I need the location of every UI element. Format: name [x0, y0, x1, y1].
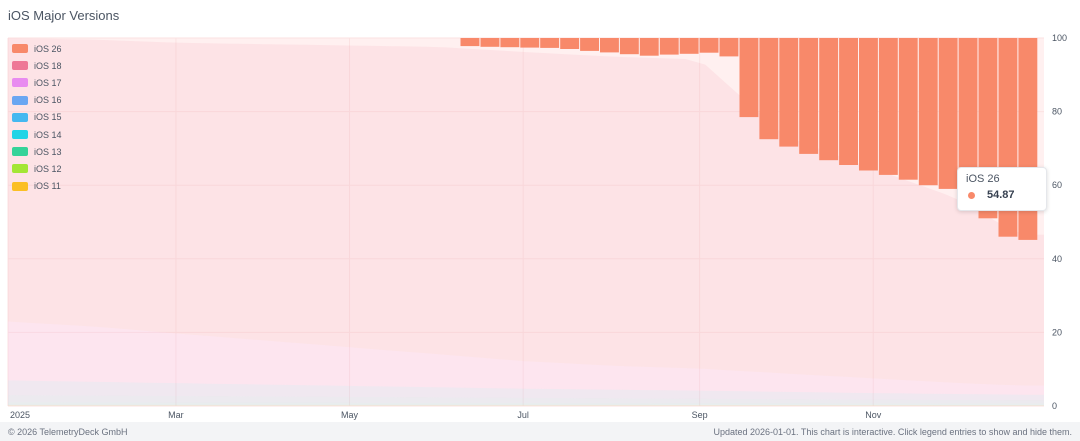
- bar-ios-26[interactable]: [520, 38, 540, 48]
- area-ios-16[interactable]: [8, 380, 1044, 401]
- legend-label: iOS 16: [34, 95, 62, 106]
- legend-label: iOS 26: [34, 43, 62, 54]
- legend-swatch: [12, 78, 28, 88]
- x-tick-label: May: [341, 410, 359, 420]
- tooltip-row: 54.87: [966, 189, 1038, 201]
- bar-ios-26[interactable]: [699, 38, 719, 53]
- x-tick-label: 2025: [10, 410, 30, 420]
- bar-ios-26[interactable]: [619, 38, 639, 55]
- bar-ios-26[interactable]: [540, 38, 560, 48]
- legend: iOS 26 iOS 18 iOS 17 iOS 16 iOS 15 iOS 14 iOS …: [12, 40, 62, 195]
- footer-copyright: © 2026 TelemetryDeck GmbH: [8, 427, 128, 437]
- legend-item-ios-13[interactable]: iOS 13: [12, 143, 62, 160]
- bar-ios-26[interactable]: [719, 38, 739, 57]
- bar-ios-26[interactable]: [938, 38, 958, 189]
- bar-ios-26[interactable]: [460, 38, 480, 47]
- tooltip: iOS 26 54.87: [957, 167, 1047, 211]
- bar-ios-26[interactable]: [659, 38, 679, 55]
- bar-ios-26[interactable]: [779, 38, 799, 147]
- y-axis: 0 20 40 60 80 100: [1052, 33, 1067, 411]
- bar-ios-26[interactable]: [859, 38, 878, 171]
- legend-item-ios-16[interactable]: iOS 16: [12, 92, 62, 109]
- area-ios-14[interactable]: [8, 402, 1044, 406]
- x-tick-label: Sep: [692, 410, 708, 420]
- bar-ios-26[interactable]: [799, 38, 819, 154]
- legend-label: iOS 14: [34, 129, 62, 140]
- y-tick-label: 20: [1052, 327, 1062, 337]
- x-tick-label: Jul: [517, 410, 529, 420]
- bar-ios-26[interactable]: [580, 38, 599, 51]
- bar-ios-26[interactable]: [878, 38, 898, 175]
- stacked-areas[interactable]: [8, 38, 1044, 406]
- legend-item-ios-18[interactable]: iOS 18: [12, 57, 62, 74]
- legend-swatch: [12, 44, 28, 54]
- legend-label: iOS 11: [34, 181, 61, 192]
- area-ios-15[interactable]: [8, 395, 1044, 404]
- legend-swatch: [12, 181, 28, 191]
- legend-swatch: [12, 164, 28, 174]
- y-tick-label: 80: [1052, 107, 1062, 117]
- footer: © 2026 TelemetryDeck GmbH Updated 2026-0…: [0, 422, 1080, 441]
- tooltip-series-name: iOS 26: [966, 173, 1000, 185]
- legend-item-ios-26[interactable]: iOS 26: [12, 40, 62, 57]
- chart-title: iOS Major Versions: [8, 8, 120, 23]
- legend-item-ios-14[interactable]: iOS 14: [12, 126, 62, 143]
- legend-label: iOS 18: [34, 60, 62, 71]
- chart-canvas[interactable]: 0 20 40 60 80 100 2025 Mar May Jul Sep Nov: [0, 0, 1080, 422]
- y-tick-label: 60: [1052, 180, 1062, 190]
- bar-ios-26[interactable]: [759, 38, 779, 140]
- bar-ios-26[interactable]: [898, 38, 918, 180]
- bar-ios-26[interactable]: [679, 38, 699, 54]
- legend-item-ios-12[interactable]: iOS 12: [12, 160, 62, 177]
- bar-ios-26[interactable]: [480, 38, 500, 47]
- bar-ios-26[interactable]: [839, 38, 858, 165]
- bar-ios-26[interactable]: [560, 38, 580, 49]
- legend-label: iOS 12: [34, 163, 62, 174]
- bar-ios-26[interactable]: [600, 38, 619, 53]
- legend-item-ios-11[interactable]: iOS 11: [12, 178, 62, 195]
- y-tick-label: 100: [1052, 33, 1067, 43]
- legend-swatch: [12, 130, 28, 140]
- legend-swatch: [12, 147, 28, 157]
- area-ios-18[interactable]: [8, 38, 1044, 386]
- bar-ios-26[interactable]: [958, 38, 978, 206]
- x-axis: 2025 Mar May Jul Sep Nov: [10, 410, 882, 420]
- legend-swatch: [12, 112, 28, 122]
- x-tick-label: Nov: [865, 410, 882, 420]
- legend-label: iOS 17: [34, 77, 62, 88]
- area-ios-12[interactable]: [8, 405, 1044, 406]
- y-tick-label: 40: [1052, 254, 1062, 264]
- legend-label: iOS 13: [34, 146, 62, 157]
- bar-ios-26[interactable]: [739, 38, 759, 118]
- legend-swatch: [12, 61, 28, 71]
- area-ios-13[interactable]: [8, 404, 1044, 406]
- legend-item-ios-17[interactable]: iOS 17: [12, 74, 62, 91]
- bar-ios-26[interactable]: [918, 38, 938, 186]
- tooltip-color-dot: [968, 191, 975, 199]
- legend-label: iOS 15: [34, 112, 62, 123]
- bar-ios-26[interactable]: [639, 38, 659, 56]
- bar-ios-26[interactable]: [500, 38, 520, 48]
- legend-item-ios-15[interactable]: iOS 15: [12, 109, 62, 126]
- x-tick-label: Mar: [168, 410, 184, 420]
- area-ios-17[interactable]: [8, 321, 1044, 395]
- legend-swatch: [12, 95, 28, 105]
- y-tick-label: 0: [1052, 401, 1057, 411]
- footer-note: Updated 2026-01-01. This chart is intera…: [713, 427, 1072, 437]
- bar-ios-26[interactable]: [819, 38, 839, 161]
- tooltip-value: 54.87: [987, 189, 1015, 201]
